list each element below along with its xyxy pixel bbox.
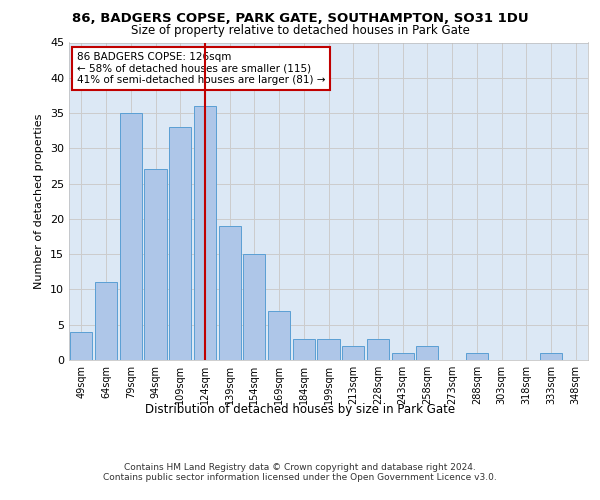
Bar <box>416 346 439 360</box>
Text: 86 BADGERS COPSE: 126sqm
← 58% of detached houses are smaller (115)
41% of semi-: 86 BADGERS COPSE: 126sqm ← 58% of detach… <box>77 52 325 85</box>
Bar <box>70 332 92 360</box>
Bar <box>243 254 265 360</box>
Bar <box>145 170 167 360</box>
Text: 86, BADGERS COPSE, PARK GATE, SOUTHAMPTON, SO31 1DU: 86, BADGERS COPSE, PARK GATE, SOUTHAMPTO… <box>71 12 529 26</box>
Text: Contains HM Land Registry data © Crown copyright and database right 2024.: Contains HM Land Registry data © Crown c… <box>124 462 476 471</box>
Bar <box>268 310 290 360</box>
Bar <box>342 346 364 360</box>
Bar <box>293 339 315 360</box>
Bar <box>392 353 414 360</box>
Bar <box>194 106 216 360</box>
Bar <box>119 113 142 360</box>
Y-axis label: Number of detached properties: Number of detached properties <box>34 114 44 289</box>
Bar <box>95 282 117 360</box>
Bar <box>540 353 562 360</box>
Bar <box>218 226 241 360</box>
Bar <box>317 339 340 360</box>
Bar <box>169 127 191 360</box>
Text: Distribution of detached houses by size in Park Gate: Distribution of detached houses by size … <box>145 402 455 415</box>
Text: Size of property relative to detached houses in Park Gate: Size of property relative to detached ho… <box>131 24 469 37</box>
Text: Contains public sector information licensed under the Open Government Licence v3: Contains public sector information licen… <box>103 472 497 482</box>
Bar <box>466 353 488 360</box>
Bar <box>367 339 389 360</box>
